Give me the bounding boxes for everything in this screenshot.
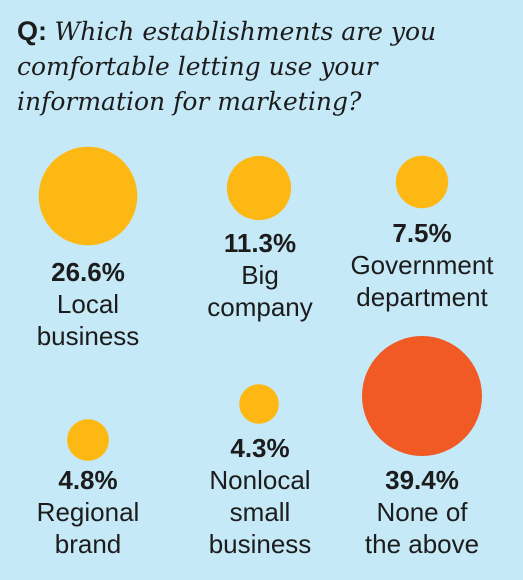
bubble-nonlocal-small-business — [239, 384, 279, 424]
question: Q: Which establishments are you comforta… — [17, 14, 512, 119]
category-label: Government department — [350, 250, 494, 312]
bubble-none-of-the-above — [362, 336, 482, 456]
bubble-government-department — [395, 155, 449, 209]
percent-label: 7.5% — [392, 218, 452, 248]
cell-regional-brand: 4.8% Regional brand — [8, 464, 168, 560]
category-label: Nonlocal small business — [208, 465, 312, 559]
question-prefix: Q: — [17, 16, 47, 46]
percent-label: 26.6% — [51, 257, 125, 287]
cell-local-business: 26.6% Local business — [8, 256, 168, 352]
percent-label: 4.8% — [58, 465, 118, 495]
percent-label: 11.3% — [223, 228, 297, 258]
bubble-regional-brand — [67, 419, 109, 461]
percent-label: 39.4% — [385, 465, 459, 495]
category-label: None of the above — [364, 497, 480, 559]
percent-label: 4.3% — [230, 433, 290, 463]
cell-none-of-the-above: 39.4% None of the above — [342, 464, 502, 560]
bubble-big-company — [226, 155, 292, 221]
category-label: Regional brand — [36, 497, 140, 559]
bubble-local-business — [38, 146, 138, 246]
cell-nonlocal-small-business: 4.3% Nonlocal small business — [180, 432, 340, 560]
cell-big-company: 11.3% Big company — [180, 227, 340, 323]
category-label: Local business — [36, 289, 140, 351]
cell-government-department: 7.5% Government department — [332, 217, 512, 313]
category-label: Big company — [207, 260, 313, 322]
question-text: Which establishments are you comfortable… — [17, 17, 437, 116]
